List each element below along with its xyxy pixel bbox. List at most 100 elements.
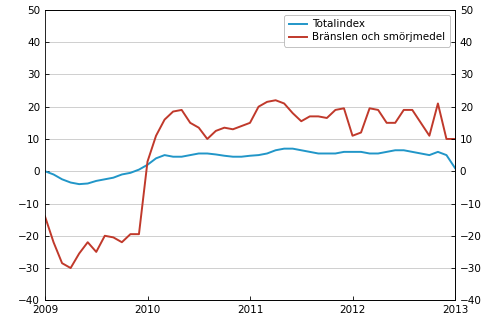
Totalindex [238, 155, 244, 159]
Bränslen och smörjmedel [410, 108, 416, 112]
Bränslen och smörjmedel [384, 121, 390, 125]
Totalindex [358, 150, 364, 154]
Bränslen och smörjmedel [350, 134, 356, 138]
Bränslen och smörjmedel [358, 131, 364, 135]
Bränslen och smörjmedel [247, 121, 253, 125]
Bränslen och smörjmedel [196, 126, 202, 130]
Totalindex [153, 156, 159, 160]
Totalindex [76, 182, 82, 186]
Totalindex [272, 148, 278, 152]
Totalindex [128, 171, 134, 175]
Bränslen och smörjmedel [76, 251, 82, 255]
Totalindex [256, 153, 262, 157]
Bränslen och smörjmedel [264, 100, 270, 104]
Totalindex [350, 150, 356, 154]
Totalindex [341, 150, 347, 154]
Bränslen och smörjmedel [316, 115, 322, 118]
Bränslen och smörjmedel [178, 108, 184, 112]
Bränslen och smörjmedel [59, 261, 65, 265]
Bränslen och smörjmedel [435, 102, 441, 106]
Totalindex [452, 166, 458, 170]
Bränslen och smörjmedel [84, 240, 90, 244]
Bränslen och smörjmedel [298, 119, 304, 123]
Totalindex [247, 154, 253, 158]
Bränslen och smörjmedel [444, 137, 450, 141]
Totalindex [316, 151, 322, 155]
Bränslen och smörjmedel [50, 240, 56, 244]
Totalindex [392, 148, 398, 152]
Totalindex [222, 154, 228, 158]
Line: Bränslen och smörjmedel: Bränslen och smörjmedel [45, 100, 455, 268]
Bränslen och smörjmedel [128, 232, 134, 236]
Bränslen och smörjmedel [213, 129, 219, 133]
Bränslen och smörjmedel [238, 124, 244, 128]
Bränslen och smörjmedel [119, 240, 125, 244]
Totalindex [444, 153, 450, 157]
Bränslen och smörjmedel [290, 111, 296, 115]
Totalindex [42, 169, 48, 173]
Totalindex [136, 168, 142, 172]
Totalindex [213, 152, 219, 156]
Bränslen och smörjmedel [68, 266, 73, 270]
Totalindex [187, 153, 193, 157]
Totalindex [332, 151, 338, 155]
Bränslen och smörjmedel [110, 235, 116, 239]
Totalindex [110, 176, 116, 180]
Totalindex [264, 151, 270, 155]
Totalindex [366, 151, 372, 155]
Bränslen och smörjmedel [272, 98, 278, 102]
Bränslen och smörjmedel [401, 108, 407, 112]
Totalindex [298, 148, 304, 152]
Totalindex [290, 147, 296, 150]
Totalindex [324, 151, 330, 155]
Bränslen och smörjmedel [187, 121, 193, 125]
Bränslen och smörjmedel [324, 116, 330, 120]
Totalindex [307, 150, 313, 154]
Bränslen och smörjmedel [307, 115, 313, 118]
Bränslen och smörjmedel [136, 232, 142, 236]
Bränslen och smörjmedel [162, 117, 168, 121]
Bränslen och smörjmedel [144, 160, 150, 164]
Bränslen och smörjmedel [452, 137, 458, 141]
Totalindex [230, 155, 236, 159]
Bränslen och smörjmedel [230, 127, 236, 131]
Totalindex [50, 173, 56, 177]
Bränslen och smörjmedel [426, 134, 432, 138]
Bränslen och smörjmedel [222, 126, 228, 130]
Totalindex [144, 163, 150, 167]
Totalindex [84, 182, 90, 185]
Totalindex [59, 177, 65, 181]
Totalindex [410, 150, 416, 154]
Bränslen och smörjmedel [170, 110, 176, 114]
Bränslen och smörjmedel [93, 250, 99, 254]
Bränslen och smörjmedel [153, 134, 159, 138]
Totalindex [204, 151, 210, 155]
Totalindex [178, 155, 184, 159]
Legend: Totalindex, Bränslen och smörjmedel: Totalindex, Bränslen och smörjmedel [284, 15, 450, 47]
Totalindex [170, 155, 176, 159]
Totalindex [435, 150, 441, 154]
Bränslen och smörjmedel [375, 108, 381, 112]
Totalindex [426, 153, 432, 157]
Totalindex [162, 153, 168, 157]
Bränslen och smörjmedel [42, 214, 48, 218]
Line: Totalindex: Totalindex [45, 148, 455, 184]
Bränslen och smörjmedel [341, 106, 347, 110]
Totalindex [196, 151, 202, 155]
Bränslen och smörjmedel [418, 121, 424, 125]
Bränslen och smörjmedel [281, 102, 287, 106]
Totalindex [401, 148, 407, 152]
Totalindex [281, 147, 287, 150]
Bränslen och smörjmedel [366, 106, 372, 110]
Bränslen och smörjmedel [204, 137, 210, 141]
Bränslen och smörjmedel [392, 121, 398, 125]
Bränslen och smörjmedel [256, 105, 262, 109]
Bränslen och smörjmedel [102, 234, 108, 238]
Totalindex [102, 177, 108, 181]
Totalindex [68, 181, 73, 184]
Totalindex [384, 150, 390, 154]
Bränslen och smörjmedel [332, 108, 338, 112]
Totalindex [418, 151, 424, 155]
Totalindex [375, 151, 381, 155]
Totalindex [93, 179, 99, 183]
